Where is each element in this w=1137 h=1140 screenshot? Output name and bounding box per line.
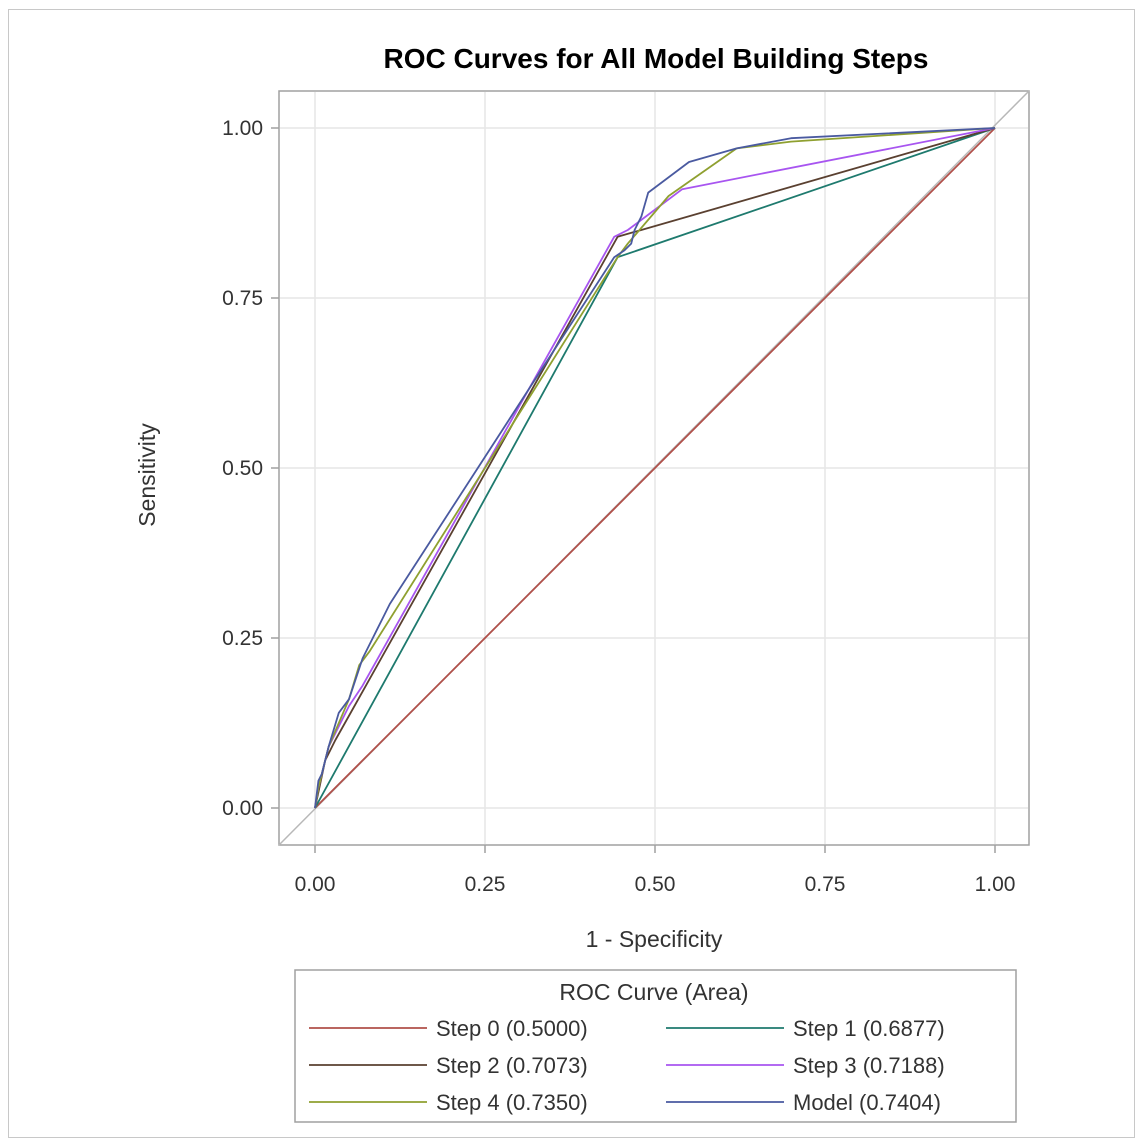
x-tick-label: 0.25 bbox=[465, 873, 506, 896]
series-lines bbox=[314, 127, 996, 809]
y-tick-label: 0.25 bbox=[222, 627, 263, 650]
legend-entry-step-3: Step 3 (0.7188) bbox=[666, 1053, 945, 1078]
grid-lines bbox=[280, 92, 1028, 844]
legend-entry-step-1: Step 1 (0.6877) bbox=[666, 1016, 945, 1041]
y-tick-label: 1.00 bbox=[222, 117, 263, 140]
legend-label: Step 2 (0.7073) bbox=[436, 1053, 588, 1078]
series-line-step-0 bbox=[314, 127, 996, 809]
legend-title: ROC Curve (Area) bbox=[559, 979, 748, 1005]
legend-label: Model (0.7404) bbox=[793, 1090, 941, 1115]
legend-label: Step 4 (0.7350) bbox=[436, 1090, 588, 1115]
legend-box bbox=[294, 969, 1017, 1123]
series-line-model bbox=[314, 127, 996, 809]
chart-title: ROC Curves for All Model Building Steps bbox=[383, 43, 928, 74]
y-axis-label: Sensitivity bbox=[134, 423, 160, 527]
legend: ROC Curve (Area) Step 0 (0.5000) Step 1 (… bbox=[294, 969, 1017, 1123]
legend-entry-step-2: Step 2 (0.7073) bbox=[309, 1053, 588, 1078]
x-tick-labels: 0.00 0.25 0.50 0.75 1.00 bbox=[295, 845, 1016, 896]
x-tick-label: 0.50 bbox=[635, 873, 676, 896]
legend-entry-step-4: Step 4 (0.7350) bbox=[309, 1090, 588, 1115]
y-tick-label: 0.75 bbox=[222, 287, 263, 310]
x-tick-label: 1.00 bbox=[975, 873, 1016, 896]
legend-label: Step 3 (0.7188) bbox=[793, 1053, 945, 1078]
x-tick-label: 0.75 bbox=[805, 873, 846, 896]
x-axis-label: 1 - Specificity bbox=[586, 926, 723, 952]
legend-label: Step 1 (0.6877) bbox=[793, 1016, 945, 1041]
legend-items: Step 0 (0.5000) Step 1 (0.6877) Step 2 (0.… bbox=[309, 1016, 945, 1115]
legend-label: Step 0 (0.5000) bbox=[436, 1016, 588, 1041]
roc-chart: ROC Curves for All Model Building Steps … bbox=[134, 43, 1030, 1123]
chart-frame: ROC Curves for All Model Building Steps … bbox=[8, 9, 1135, 1138]
y-tick-labels: 0.00 0.25 0.50 0.75 1.00 bbox=[222, 117, 279, 820]
legend-entry-step-0: Step 0 (0.5000) bbox=[309, 1016, 588, 1041]
legend-entry-model: Model (0.7404) bbox=[666, 1090, 941, 1115]
x-tick-label: 0.00 bbox=[295, 873, 336, 896]
y-tick-label: 0.00 bbox=[222, 797, 263, 820]
y-tick-label: 0.50 bbox=[222, 457, 263, 480]
